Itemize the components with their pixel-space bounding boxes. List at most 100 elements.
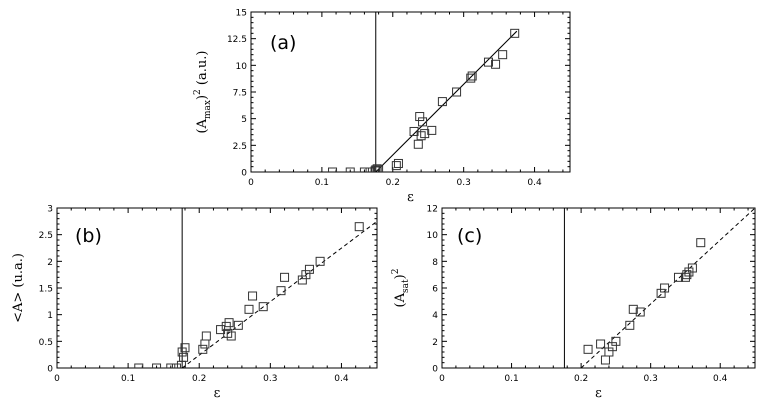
x-tick-label: 0.4	[334, 374, 349, 384]
y-tick-label: 4	[432, 311, 438, 321]
x-tick-label: 0.2	[386, 178, 400, 188]
data-point	[233, 320, 243, 330]
y-tick-label: 5	[241, 115, 247, 125]
plot-frame	[441, 207, 756, 369]
data-point	[498, 50, 508, 60]
data-point	[483, 57, 493, 67]
data-point	[420, 129, 430, 139]
panel-label: (a)	[270, 32, 296, 54]
data-point	[656, 288, 666, 298]
data-point	[374, 165, 384, 172]
y-axis-label: (Asat)2	[391, 269, 411, 308]
x-tick-label: 0	[248, 178, 254, 188]
data-point	[687, 263, 697, 273]
data-point	[600, 355, 610, 365]
data-point	[660, 283, 670, 293]
data-point	[583, 344, 593, 354]
data-point	[372, 164, 382, 172]
data-point	[201, 331, 211, 341]
y-tick-label: 12.5	[227, 35, 247, 45]
data-point	[166, 363, 176, 368]
x-tick-label: 0.4	[713, 374, 728, 384]
y-tick-label: 2	[432, 338, 438, 348]
data-point	[280, 272, 290, 282]
chart-panel-b: 0 0.1 0.2 0.3 0.4 0 0.5 1 1.5 2 2.5 3 ε <A> (u.a.) (b)	[11, 205, 378, 400]
data-point	[152, 363, 162, 368]
x-axis-label: ε	[407, 190, 414, 205]
y-tick-label: 0	[432, 365, 438, 375]
x-tick-label: 0.2	[574, 374, 588, 384]
data-point	[393, 158, 403, 168]
data-point	[276, 286, 286, 296]
data-point	[248, 291, 258, 301]
y-axis-label: (Amax)2 (a.u.)	[193, 51, 213, 134]
y-tick-label: 3	[47, 205, 53, 215]
data-point	[611, 336, 621, 346]
y-tick-label: 6	[432, 285, 438, 295]
y-tick-label: 0.5	[39, 338, 53, 348]
plot-frame	[250, 11, 571, 173]
panel-label: (b)	[75, 225, 102, 247]
y-tick-label: 2.5	[233, 142, 247, 152]
y-tick-label: 1.5	[39, 285, 53, 295]
y-tick-label: 0	[47, 365, 53, 375]
data-point	[244, 304, 254, 314]
x-tick-label: 0	[54, 374, 60, 384]
x-tick-label: 0.3	[263, 374, 277, 384]
data-point	[491, 59, 501, 69]
data-point	[226, 331, 236, 341]
data-point	[418, 117, 428, 127]
data-point	[625, 320, 635, 330]
data-point	[607, 342, 617, 352]
y-axis-label: <A> (u.a.)	[11, 253, 26, 323]
x-tick-label: 0	[439, 374, 445, 384]
data-point	[171, 363, 181, 368]
panel-label: (c)	[457, 225, 482, 247]
chart-panel-a: 0 0.1 0.2 0.3 0.4 0 2.5 5 7.5 10 12.5 15 ε (Amax)2 (a…	[193, 9, 571, 205]
x-tick-label: 0.2	[192, 374, 206, 384]
data-point	[365, 167, 375, 172]
data-point	[328, 167, 338, 172]
data-point	[452, 87, 462, 97]
data-point	[696, 238, 706, 248]
data-point	[415, 112, 425, 122]
plot-frame	[56, 207, 378, 369]
data-point	[427, 125, 437, 135]
data-point	[510, 28, 520, 38]
y-tick-label: 0	[241, 169, 247, 179]
data-point	[680, 272, 690, 282]
data-point	[413, 139, 423, 149]
x-tick-label: 0.4	[527, 178, 542, 188]
data-point	[596, 339, 606, 349]
data-point	[604, 347, 614, 357]
data-point	[224, 318, 234, 328]
chart-panel-c: 0 0.1 0.2 0.3 0.4 0 2 4 6 8 10 12 ε (Asat)2 (c)	[391, 205, 756, 400]
y-tick-label: 15	[236, 9, 247, 19]
data-point	[345, 167, 355, 172]
data-point	[304, 264, 314, 274]
data-point	[359, 167, 369, 172]
y-tick-label: 1	[47, 311, 53, 321]
y-tick-label: 10	[236, 62, 248, 72]
fit-line	[580, 208, 755, 368]
data-point	[315, 256, 325, 266]
x-tick-label: 0.1	[121, 374, 135, 384]
data-point	[200, 339, 210, 349]
x-tick-label: 0.3	[457, 178, 471, 188]
y-tick-label: 8	[432, 258, 438, 268]
data-point	[437, 97, 447, 107]
x-tick-label: 0.1	[504, 374, 518, 384]
data-point	[354, 222, 364, 232]
x-axis-label: ε	[214, 386, 221, 400]
data-point	[467, 71, 477, 81]
data-point	[134, 363, 144, 368]
y-tick-label: 12	[427, 205, 438, 215]
data-point	[682, 270, 692, 280]
data-point	[628, 304, 638, 314]
x-tick-label: 0.3	[644, 374, 658, 384]
y-tick-label: 7.5	[233, 89, 247, 99]
x-tick-label: 0.1	[315, 178, 329, 188]
x-axis-label: ε	[595, 386, 602, 400]
data-point	[258, 302, 268, 312]
data-point	[180, 343, 190, 353]
